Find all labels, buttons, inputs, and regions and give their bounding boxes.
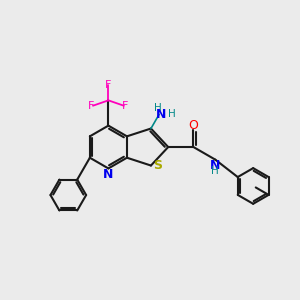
Text: H: H — [168, 110, 176, 119]
Text: O: O — [188, 118, 198, 131]
Text: N: N — [210, 158, 220, 172]
Text: F: F — [105, 80, 112, 90]
Text: H: H — [154, 103, 161, 113]
Text: H: H — [212, 166, 219, 176]
Text: N: N — [155, 108, 166, 121]
Text: F: F — [88, 101, 94, 111]
Text: F: F — [122, 101, 128, 111]
Text: S: S — [153, 159, 162, 172]
Text: N: N — [103, 169, 114, 182]
